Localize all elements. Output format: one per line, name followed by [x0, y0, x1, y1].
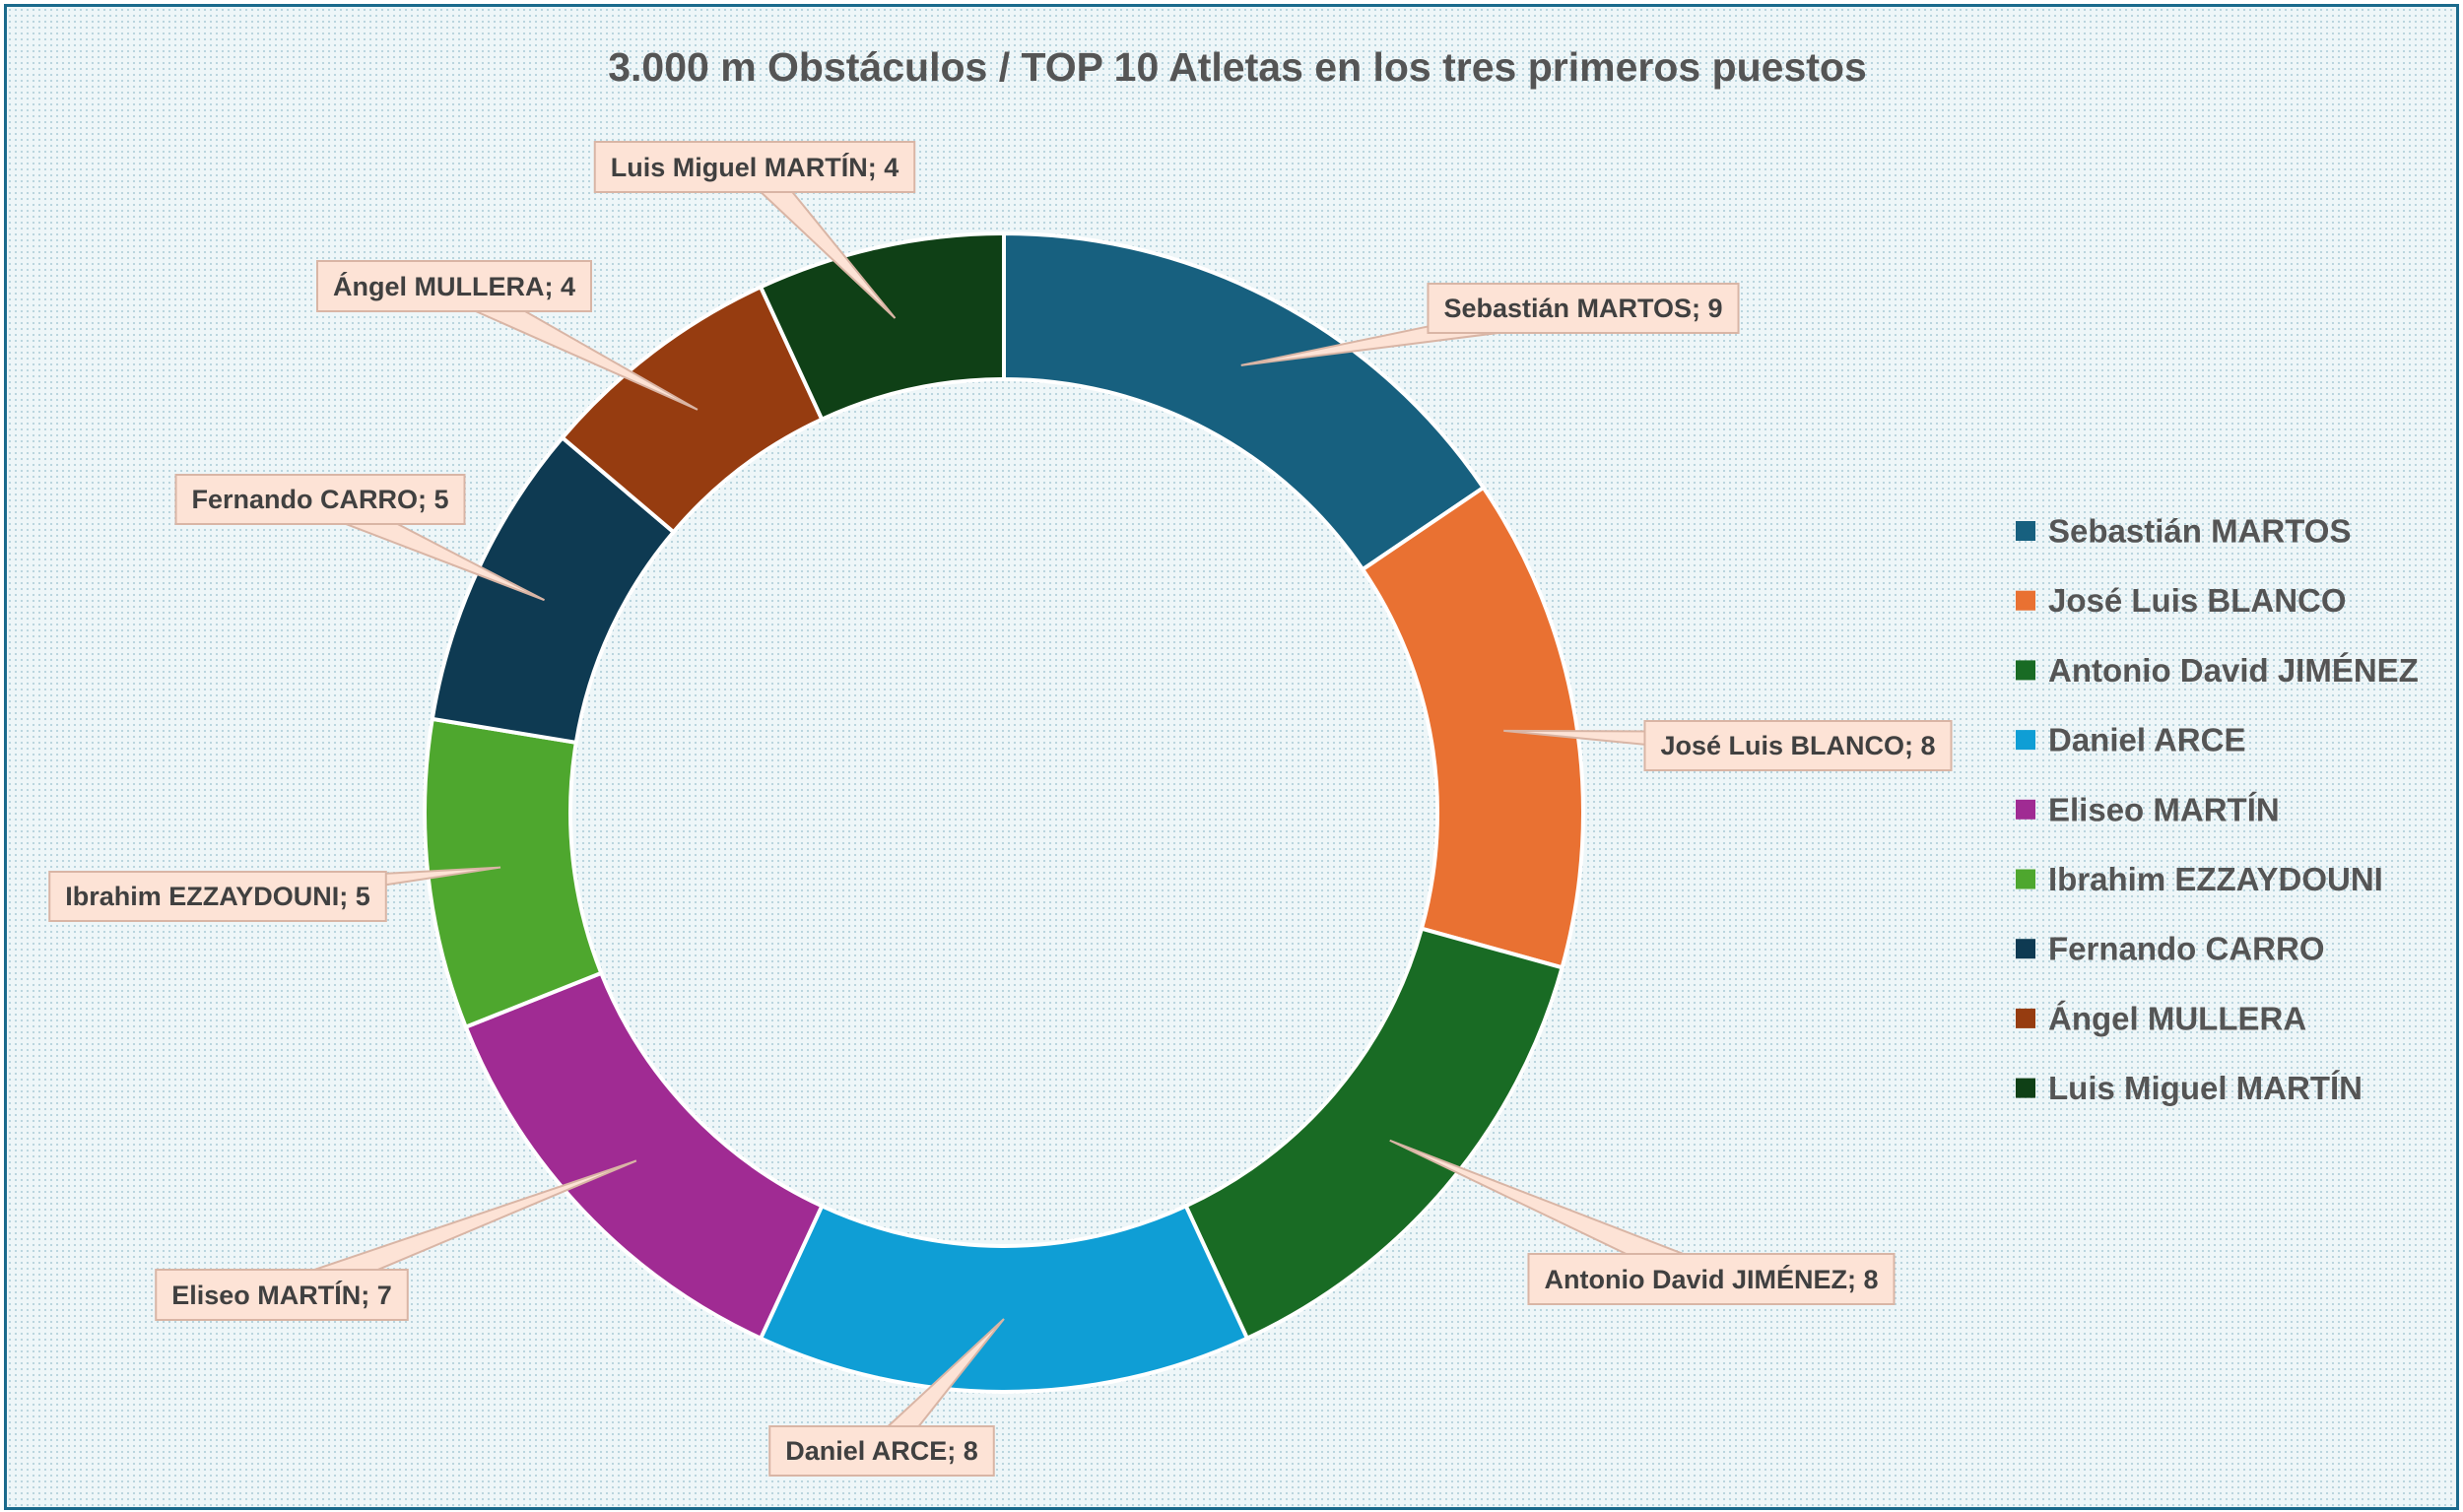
- slices-group: [423, 230, 1585, 1394]
- legend-label: Antonio David JIMÉNEZ: [2048, 652, 2419, 689]
- legend-swatch: [2016, 730, 2035, 751]
- legend-item-luis-miguel-martin[interactable]: Luis Miguel MARTÍN: [2016, 1070, 2363, 1106]
- data-labels-group: Sebastián MARTOS; 9 José Luis BLANCO; 8 An…: [48, 141, 1953, 1477]
- slice-jose-luis-blanco[interactable]: [1360, 485, 1585, 970]
- data-label-jose-luis-blanco: José Luis BLANCO; 8: [1503, 720, 1953, 771]
- legend-item-fernando-carro[interactable]: Fernando CARRO: [2016, 931, 2325, 967]
- legend-item-angel-mullera[interactable]: Ángel MULLERA: [2016, 1000, 2306, 1036]
- data-label-box: [1427, 283, 1740, 334]
- legend-swatch: [2016, 660, 2035, 681]
- data-label-text: Daniel ARCE; 8: [785, 1436, 978, 1466]
- doughnut-chart: 3.000 m Obstáculos / TOP 10 Atletas en l…: [48, 44, 2419, 1477]
- data-label-box: [593, 141, 916, 193]
- legend-swatch: [2016, 590, 2035, 611]
- slice-eliseo-martin[interactable]: [463, 970, 825, 1342]
- legend-item-ibrahim-ezzaydouni[interactable]: Ibrahim EZZAYDOUNI: [2016, 861, 2383, 897]
- legend-label: Ibrahim EZZAYDOUNI: [2048, 861, 2383, 897]
- data-label-daniel-arce: Daniel ARCE; 8: [768, 1318, 1005, 1477]
- data-label-eliseo-martin: Eliseo MARTÍN; 7: [155, 1159, 637, 1321]
- legend: Sebastián MARTOS José Luis BLANCO Antonio …: [2016, 513, 2419, 1106]
- data-label-text: Ángel MULLERA; 4: [333, 271, 575, 301]
- data-label-text: Luis Miguel MARTÍN; 4: [611, 152, 899, 182]
- legend-label: Sebastián MARTOS: [2048, 513, 2351, 550]
- data-label-text: Fernando CARRO; 5: [191, 485, 448, 514]
- data-label-box: [174, 474, 466, 525]
- legend-swatch: [2016, 521, 2035, 541]
- data-label-box: [155, 1269, 409, 1321]
- legend-swatch: [2016, 869, 2035, 889]
- legend-swatch: [2016, 1078, 2035, 1098]
- legend-item-daniel-arce[interactable]: Daniel ARCE: [2016, 722, 2245, 758]
- data-label-box: [1643, 720, 1953, 771]
- data-label-box: [48, 871, 387, 922]
- data-label-luis-miguel-martin: Luis Miguel MARTÍN; 4: [593, 141, 916, 319]
- data-label-angel-mullera: Ángel MULLERA; 4: [316, 260, 699, 411]
- legend-label: Luis Miguel MARTÍN: [2048, 1070, 2363, 1106]
- legend-item-antonio-david-jimenez[interactable]: Antonio David JIMÉNEZ: [2016, 652, 2419, 689]
- legend-label: Daniel ARCE: [2048, 722, 2245, 758]
- slice-antonio-david-jimenez[interactable]: [1183, 926, 1565, 1342]
- slice-daniel-arce[interactable]: [758, 1203, 1250, 1394]
- data-label-box: [316, 260, 592, 312]
- data-label-antonio-david-jimenez: Antonio David JIMÉNEZ; 8: [1389, 1139, 1896, 1305]
- legend-label: Ángel MULLERA: [2048, 1000, 2306, 1036]
- legend-item-eliseo-martin[interactable]: Eliseo MARTÍN: [2016, 791, 2280, 827]
- legend-swatch: [2016, 939, 2035, 959]
- data-label-text: Sebastián MARTOS; 9: [1443, 294, 1722, 323]
- legend-label: Eliseo MARTÍN: [2048, 791, 2280, 827]
- chart-title: 3.000 m Obstáculos / TOP 10 Atletas en l…: [608, 44, 1867, 90]
- data-label-box: [1527, 1253, 1896, 1305]
- data-label-ibrahim-ezzaydouni: Ibrahim EZZAYDOUNI; 5: [48, 866, 501, 922]
- legend-label: José Luis BLANCO: [2048, 582, 2347, 619]
- data-label-sebastian-martos: Sebastián MARTOS; 9: [1240, 283, 1740, 366]
- legend-swatch: [2016, 799, 2035, 820]
- data-label-fernando-carro: Fernando CARRO; 5: [174, 474, 545, 602]
- data-label-text: José Luis BLANCO; 8: [1660, 731, 1935, 760]
- legend-label: Fernando CARRO: [2048, 931, 2325, 967]
- data-label-text: Eliseo MARTÍN; 7: [171, 1280, 392, 1310]
- legend-swatch: [2016, 1008, 2035, 1028]
- data-label-text: Antonio David JIMÉNEZ; 8: [1544, 1264, 1878, 1294]
- legend-item-sebastian-martos[interactable]: Sebastián MARTOS: [2016, 513, 2351, 550]
- data-label-box: [768, 1425, 995, 1477]
- legend-item-jose-luis-blanco[interactable]: José Luis BLANCO: [2016, 582, 2347, 619]
- chart-frame: 3.000 m Obstáculos / TOP 10 Atletas en l…: [4, 4, 2459, 1510]
- data-label-text: Ibrahim EZZAYDOUNI; 5: [65, 882, 370, 911]
- slice-sebastian-martos[interactable]: [1002, 230, 1487, 572]
